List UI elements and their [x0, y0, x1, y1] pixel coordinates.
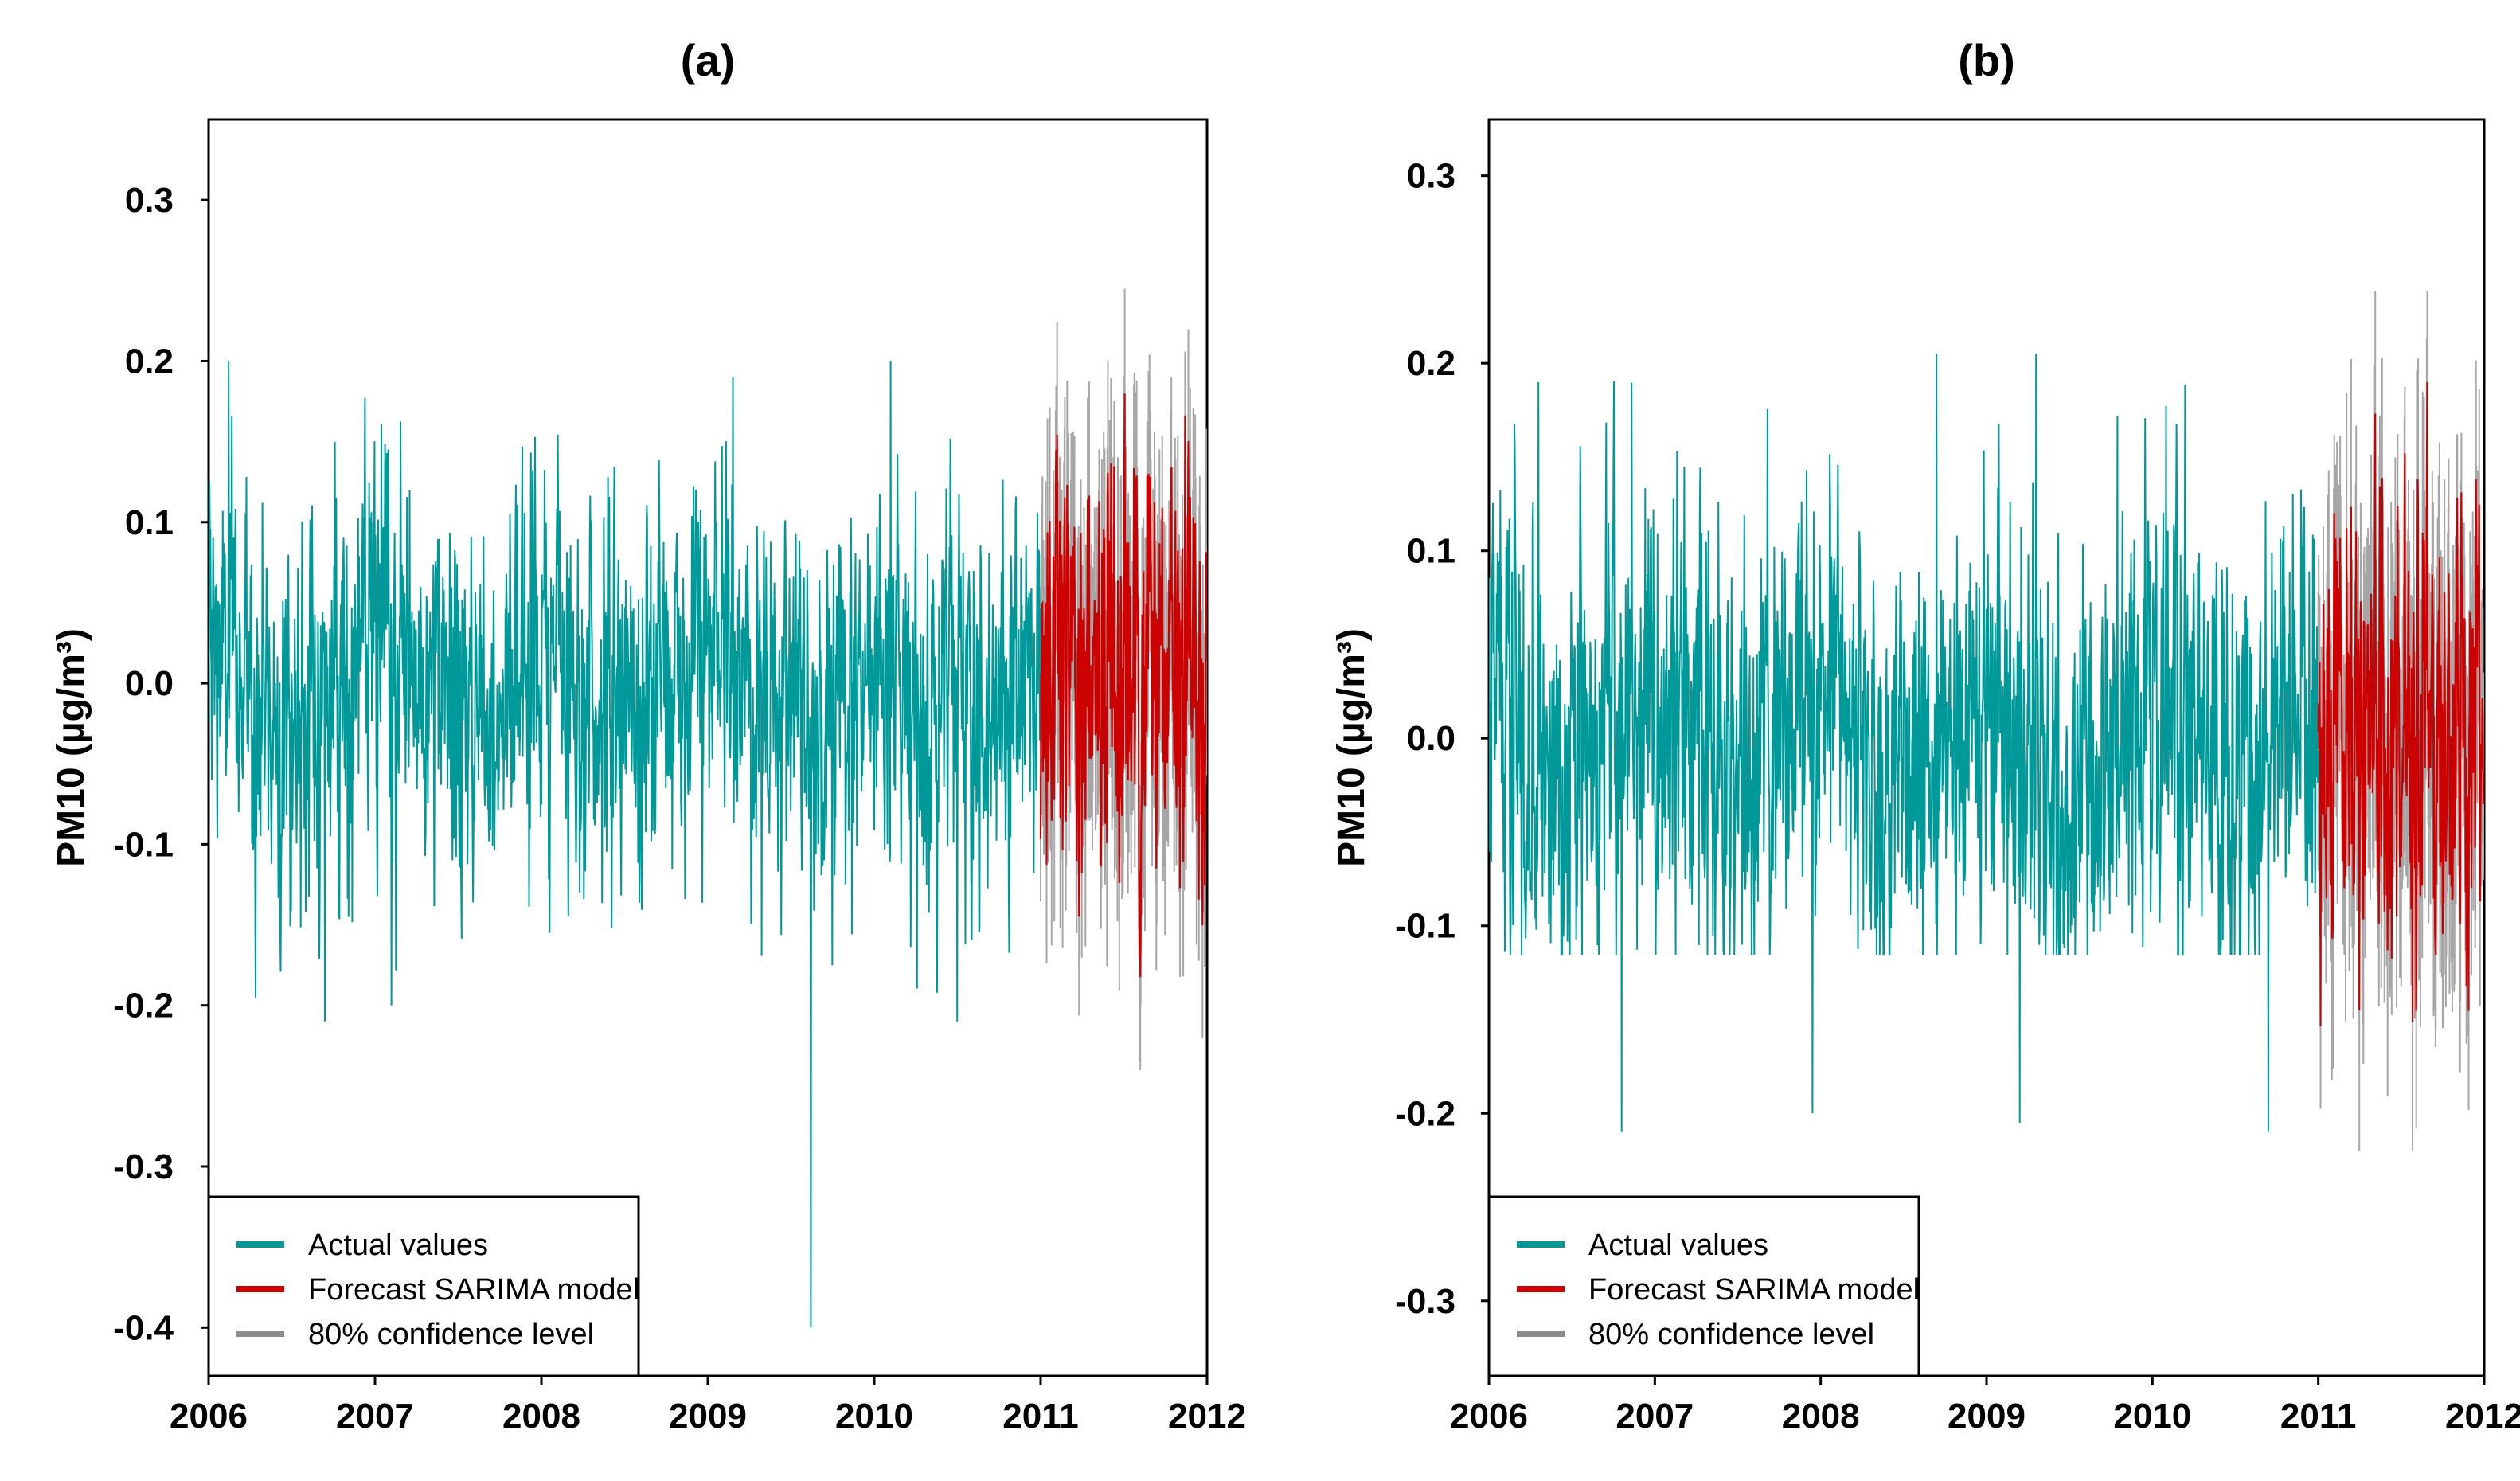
y-tick-label: -0.3 [113, 1147, 174, 1186]
y-tick-label: -0.2 [113, 987, 174, 1026]
y-tick-label: 0.3 [1407, 157, 1455, 196]
y-tick-label: 0.0 [1407, 719, 1455, 758]
y-axis-title: PM10 (µg/m³) [50, 628, 92, 867]
legend-label: Actual values [1588, 1229, 1768, 1262]
y-tick-label: -0.2 [1395, 1094, 1455, 1133]
x-tick-label: 2011 [1002, 1397, 1078, 1436]
series-forecast [1039, 393, 1207, 978]
y-tick-label: -0.1 [1395, 907, 1455, 946]
y-tick-label: 0.1 [1407, 532, 1455, 571]
x-tick-label: 2010 [2113, 1397, 2191, 1436]
legend-label: Forecast SARIMA model [1588, 1273, 1920, 1307]
legend: Actual values Forecast SARIMA model 80% co… [1487, 1195, 1920, 1377]
y-tick-label: 0.2 [1407, 344, 1455, 383]
y-tick-label: -0.3 [1395, 1282, 1455, 1321]
y-tick-label: 0.2 [125, 342, 174, 381]
y-tick-label: 0.0 [125, 664, 174, 703]
legend-label: Forecast SARIMA model [308, 1273, 639, 1307]
legend-label: 80% confidence level [1588, 1318, 1874, 1351]
x-tick-label: 2006 [170, 1397, 248, 1436]
x-tick-label: 2008 [1782, 1397, 1860, 1436]
series-actual [1489, 354, 2319, 1132]
x-tick-label: 2012 [1168, 1397, 1246, 1436]
series-forecast [2317, 381, 2484, 1026]
panel-a: (a) 0.3 0.2 0.1 0.0 -0.1 -0.2 -0.3 -0.4 2006 2007 2… [50, 35, 1246, 1436]
legend-label: 80% confidence level [308, 1318, 594, 1351]
x-tick-label: 2007 [1616, 1397, 1694, 1436]
legend: Actual values Forecast SARIMA model 80% co… [207, 1195, 640, 1377]
series-actual [209, 361, 1041, 1328]
y-tick-label: -0.4 [113, 1308, 174, 1347]
x-tick-label: 2010 [835, 1397, 913, 1436]
x-tick-label: 2011 [2280, 1397, 2356, 1436]
x-tick-label: 2008 [502, 1397, 580, 1436]
x-tick-label: 2007 [336, 1397, 414, 1436]
y-tick-label: -0.1 [113, 825, 174, 864]
y-tick-label: 0.3 [125, 181, 174, 220]
y-tick-label: 0.1 [125, 503, 174, 542]
x-tick-label: 2006 [1450, 1397, 1528, 1436]
panel-title: (b) [1958, 35, 2015, 85]
x-tick-label: 2009 [669, 1397, 747, 1436]
panel-title: (a) [681, 35, 735, 85]
y-axis-title: PM10 (µg/m³) [1330, 628, 1373, 867]
legend-label: Actual values [308, 1229, 488, 1262]
x-tick-label: 2012 [2445, 1397, 2520, 1436]
x-tick-label: 2009 [1948, 1397, 2026, 1436]
panel-b: (b) 0.3 0.2 0.1 0.0 -0.1 -0.2 -0.3 2006 2007 2008 2… [1330, 35, 2520, 1436]
